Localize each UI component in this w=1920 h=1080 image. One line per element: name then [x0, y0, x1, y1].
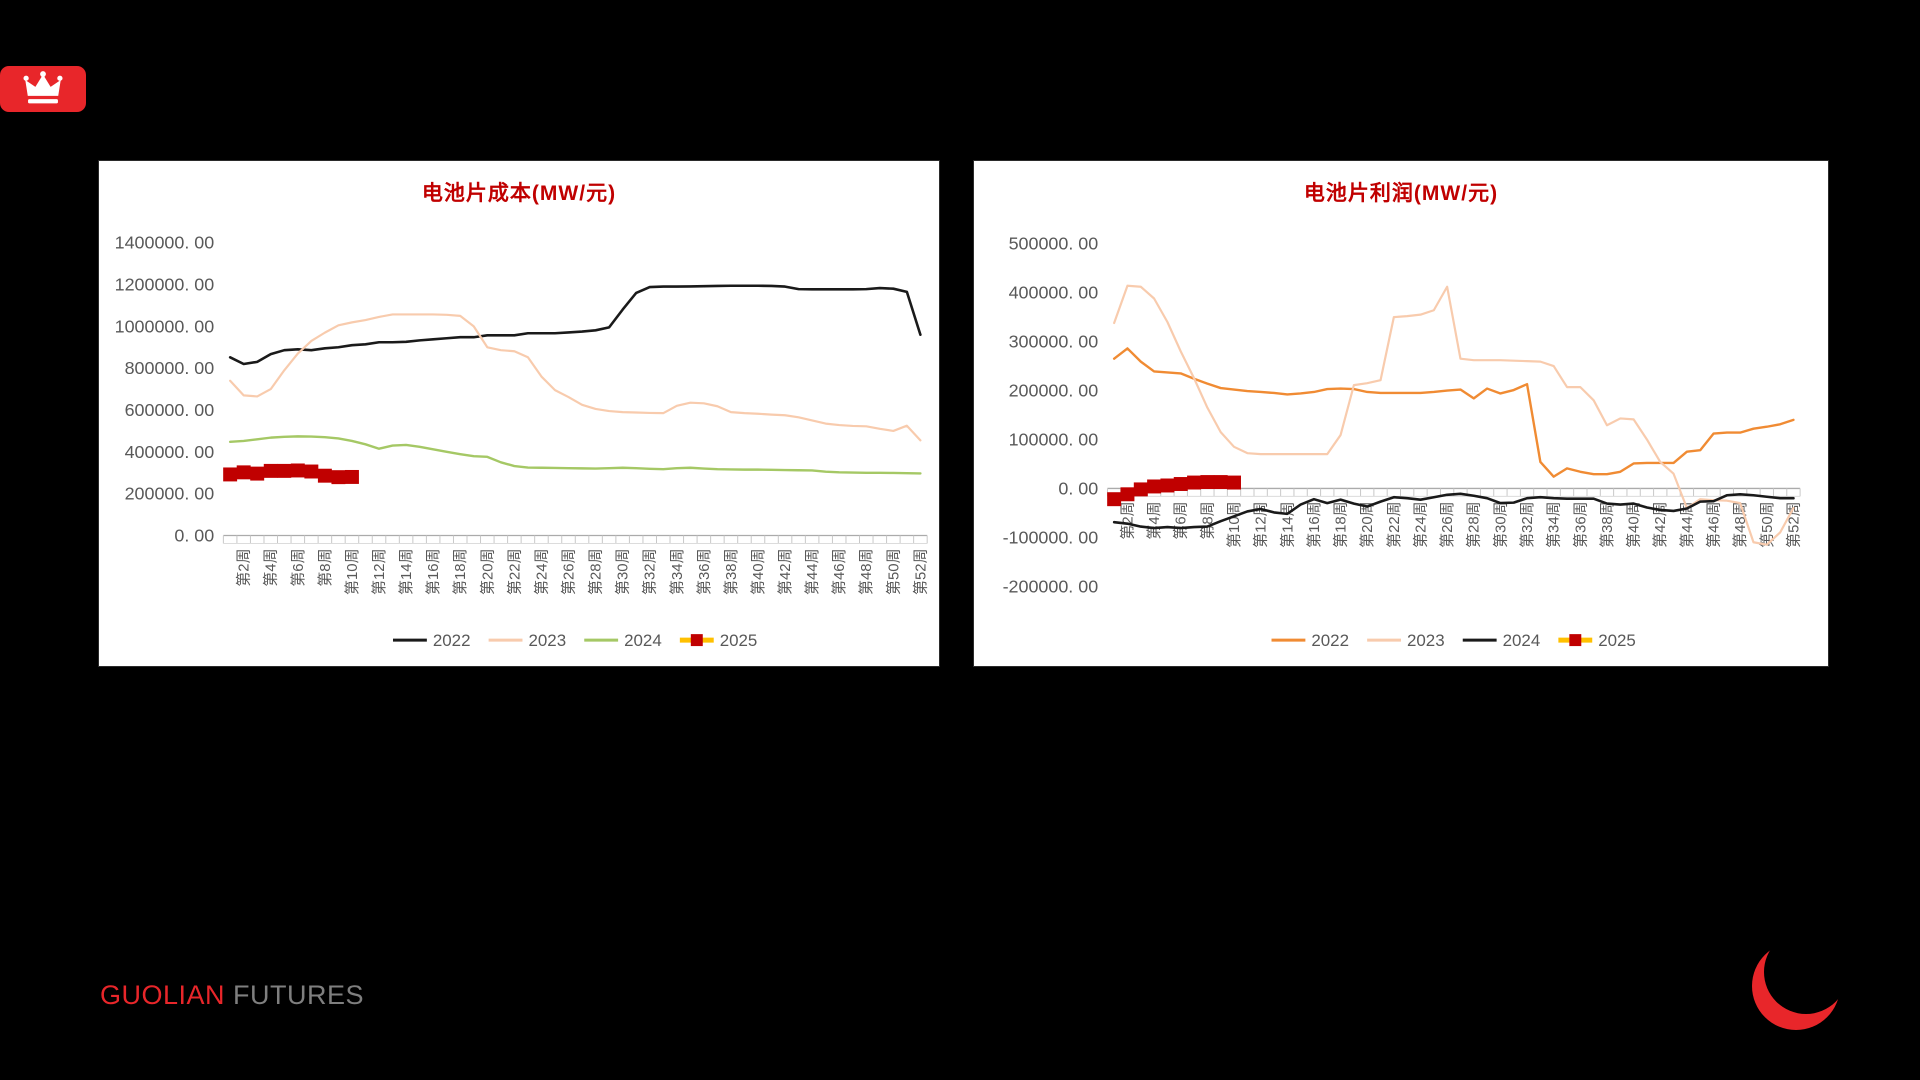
svg-text:第10周: 第10周 — [343, 548, 361, 595]
svg-text:第46周: 第46周 — [1705, 501, 1723, 548]
svg-text:400000. 00: 400000. 00 — [1009, 283, 1099, 303]
crescent-icon — [1752, 930, 1848, 1030]
svg-text:第28周: 第28周 — [587, 548, 605, 595]
svg-text:第48周: 第48周 — [857, 548, 875, 595]
svg-text:800000. 00: 800000. 00 — [125, 358, 215, 378]
footer-brand-primary: GUOLIAN — [100, 980, 226, 1010]
svg-text:第32周: 第32周 — [1518, 501, 1536, 548]
svg-text:第14周: 第14周 — [397, 548, 415, 595]
svg-text:第22周: 第22周 — [505, 548, 523, 594]
svg-text:第34周: 第34周 — [1545, 501, 1563, 547]
svg-text:第26周: 第26周 — [1438, 501, 1456, 547]
svg-text:第18周: 第18周 — [451, 548, 469, 595]
svg-text:第2周: 第2周 — [1118, 501, 1136, 539]
cost-chart-panel: 1400000. 00 1200000. 00 1000000. 00 800000.… — [98, 160, 940, 667]
svg-text:第12周: 第12周 — [1252, 501, 1270, 548]
svg-text:第30周: 第30周 — [614, 548, 632, 595]
svg-text:1200000. 00: 1200000. 00 — [115, 274, 215, 294]
svg-text:2024: 2024 — [1503, 631, 1541, 650]
svg-text:2023: 2023 — [528, 631, 566, 650]
svg-text:第46周: 第46周 — [830, 548, 848, 594]
svg-text:第44周: 第44周 — [1678, 501, 1696, 548]
svg-text:0. 00: 0. 00 — [1058, 478, 1098, 498]
svg-text:2023: 2023 — [1407, 631, 1445, 650]
svg-text:2025: 2025 — [1598, 631, 1636, 650]
svg-text:2022: 2022 — [433, 631, 471, 650]
brand-badge — [0, 66, 86, 112]
svg-text:第42周: 第42周 — [1651, 501, 1669, 548]
crown-icon — [23, 71, 63, 104]
chart-title-1: 电池片利润(MW/元) — [1303, 182, 1499, 205]
cost-chart-canvas: 1400000. 00 1200000. 00 1000000. 00 800000.… — [115, 233, 930, 650]
svg-text:第20周: 第20周 — [478, 548, 496, 594]
svg-text:第38周: 第38周 — [722, 548, 740, 595]
svg-text:300000. 00: 300000. 00 — [1009, 332, 1099, 352]
svg-text:第2周: 第2周 — [235, 548, 253, 586]
svg-text:0. 00: 0. 00 — [174, 525, 214, 545]
svg-text:-200000. 00: -200000. 00 — [1003, 576, 1099, 596]
svg-text:2025: 2025 — [720, 631, 758, 650]
svg-text:第36周: 第36周 — [695, 548, 713, 595]
svg-text:第30周: 第30周 — [1491, 501, 1509, 548]
svg-text:第18周: 第18周 — [1332, 501, 1350, 548]
svg-text:第52周: 第52周 — [1784, 501, 1802, 547]
svg-text:第12周: 第12周 — [370, 548, 388, 595]
svg-text:第26周: 第26周 — [559, 548, 577, 594]
svg-text:200000. 00: 200000. 00 — [125, 484, 215, 504]
svg-text:200000. 00: 200000. 00 — [1009, 380, 1099, 400]
svg-text:第24周: 第24周 — [1411, 501, 1429, 548]
svg-text:100000. 00: 100000. 00 — [1009, 429, 1099, 449]
svg-text:2022: 2022 — [1311, 631, 1349, 650]
svg-text:第50周: 第50周 — [1758, 501, 1776, 548]
svg-text:第4周: 第4周 — [1145, 501, 1163, 539]
svg-text:第40周: 第40周 — [749, 548, 767, 595]
svg-text:1000000. 00: 1000000. 00 — [115, 316, 215, 336]
chart-title-0: 电池片成本(MW/元) — [421, 182, 617, 205]
svg-text:第4周: 第4周 — [262, 548, 280, 586]
svg-text:500000. 00: 500000. 00 — [1009, 234, 1099, 254]
profit-chart-panel: 500000. 00 400000. 00 300000. 00 200000. 00… — [973, 160, 1829, 667]
svg-text:第8周: 第8周 — [1198, 501, 1216, 539]
svg-text:第36周: 第36周 — [1571, 501, 1589, 548]
svg-text:第38周: 第38周 — [1598, 501, 1616, 548]
svg-text:第28周: 第28周 — [1465, 501, 1483, 548]
svg-text:第42周: 第42周 — [776, 548, 794, 594]
svg-text:第40周: 第40周 — [1625, 501, 1643, 548]
svg-text:第52周: 第52周 — [911, 548, 929, 595]
svg-text:第8周: 第8周 — [316, 548, 334, 586]
svg-text:第50周: 第50周 — [884, 548, 902, 594]
svg-text:第10周: 第10周 — [1225, 501, 1243, 548]
profit-chart-canvas: 500000. 00 400000. 00 300000. 00 200000. 00… — [1003, 234, 1803, 650]
footer-brand: GUOLIAN FUTURES — [100, 980, 364, 1011]
svg-text:第34周: 第34周 — [668, 548, 686, 595]
svg-text:第20周: 第20周 — [1358, 501, 1376, 548]
svg-text:600000. 00: 600000. 00 — [125, 400, 215, 420]
svg-text:第44周: 第44周 — [803, 548, 821, 595]
svg-text:第22周: 第22周 — [1385, 501, 1403, 548]
svg-text:第16周: 第16周 — [1305, 501, 1323, 548]
svg-text:2024: 2024 — [624, 631, 662, 650]
svg-text:第24周: 第24周 — [532, 548, 550, 595]
svg-text:第32周: 第32周 — [641, 548, 659, 595]
svg-text:第6周: 第6周 — [1172, 501, 1190, 539]
svg-text:400000. 00: 400000. 00 — [125, 442, 215, 462]
svg-text:-100000. 00: -100000. 00 — [1003, 527, 1099, 547]
svg-text:1400000. 00: 1400000. 00 — [115, 233, 215, 253]
svg-text:第6周: 第6周 — [289, 548, 307, 586]
svg-text:第16周: 第16周 — [424, 548, 442, 595]
corner-logo — [1740, 930, 1852, 1044]
footer-brand-secondary: FUTURES — [233, 980, 365, 1010]
